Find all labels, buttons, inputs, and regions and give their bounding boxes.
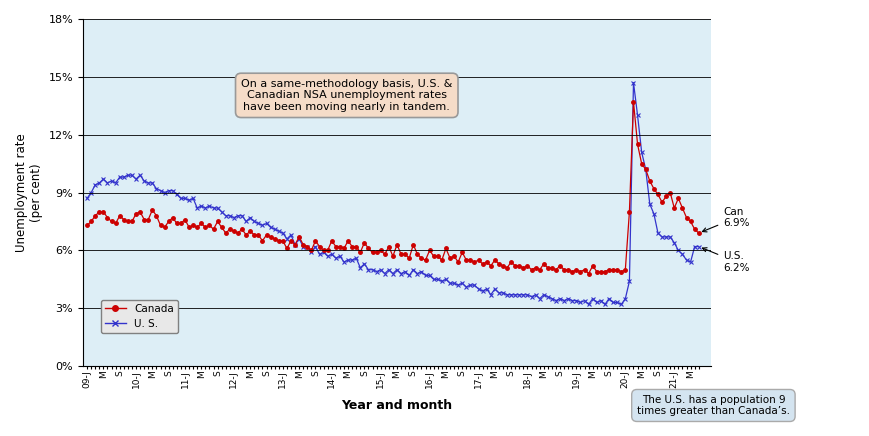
- U. S.: [298, 244, 308, 249]
- Canada: [627, 99, 638, 105]
- Canada: [693, 231, 703, 236]
- X-axis label: Year and month: Year and month: [341, 399, 452, 412]
- Canada: [82, 223, 92, 228]
- Text: The U.S. has a population 9
times greater than Canada’s.: The U.S. has a population 9 times greate…: [636, 395, 789, 416]
- Text: On a same-methodology basis, U.S. &
Canadian NSA unemployment rates
have been mo: On a same-methodology basis, U.S. & Cana…: [241, 79, 452, 112]
- Canada: [509, 263, 520, 269]
- U. S.: [379, 271, 389, 276]
- U. S.: [627, 80, 638, 85]
- Text: U.S.
6.2%: U.S. 6.2%: [701, 248, 749, 273]
- Canada: [583, 271, 594, 276]
- Line: Canada: Canada: [85, 100, 700, 275]
- Line: U. S.: U. S.: [85, 81, 700, 307]
- U. S.: [688, 244, 699, 249]
- Canada: [468, 259, 479, 265]
- Canada: [298, 242, 308, 247]
- Y-axis label: Unemployment rate
(per cent): Unemployment rate (per cent): [15, 133, 43, 252]
- U. S.: [693, 244, 703, 249]
- U. S.: [583, 302, 594, 307]
- Text: Can
6.9%: Can 6.9%: [701, 207, 749, 232]
- U. S.: [468, 283, 479, 288]
- U. S.: [453, 283, 463, 288]
- Canada: [688, 227, 699, 232]
- Legend: Canada, U. S.: Canada, U. S.: [101, 300, 178, 333]
- Canada: [453, 259, 463, 265]
- U. S.: [82, 196, 92, 201]
- U. S.: [509, 292, 520, 297]
- Canada: [379, 252, 389, 257]
